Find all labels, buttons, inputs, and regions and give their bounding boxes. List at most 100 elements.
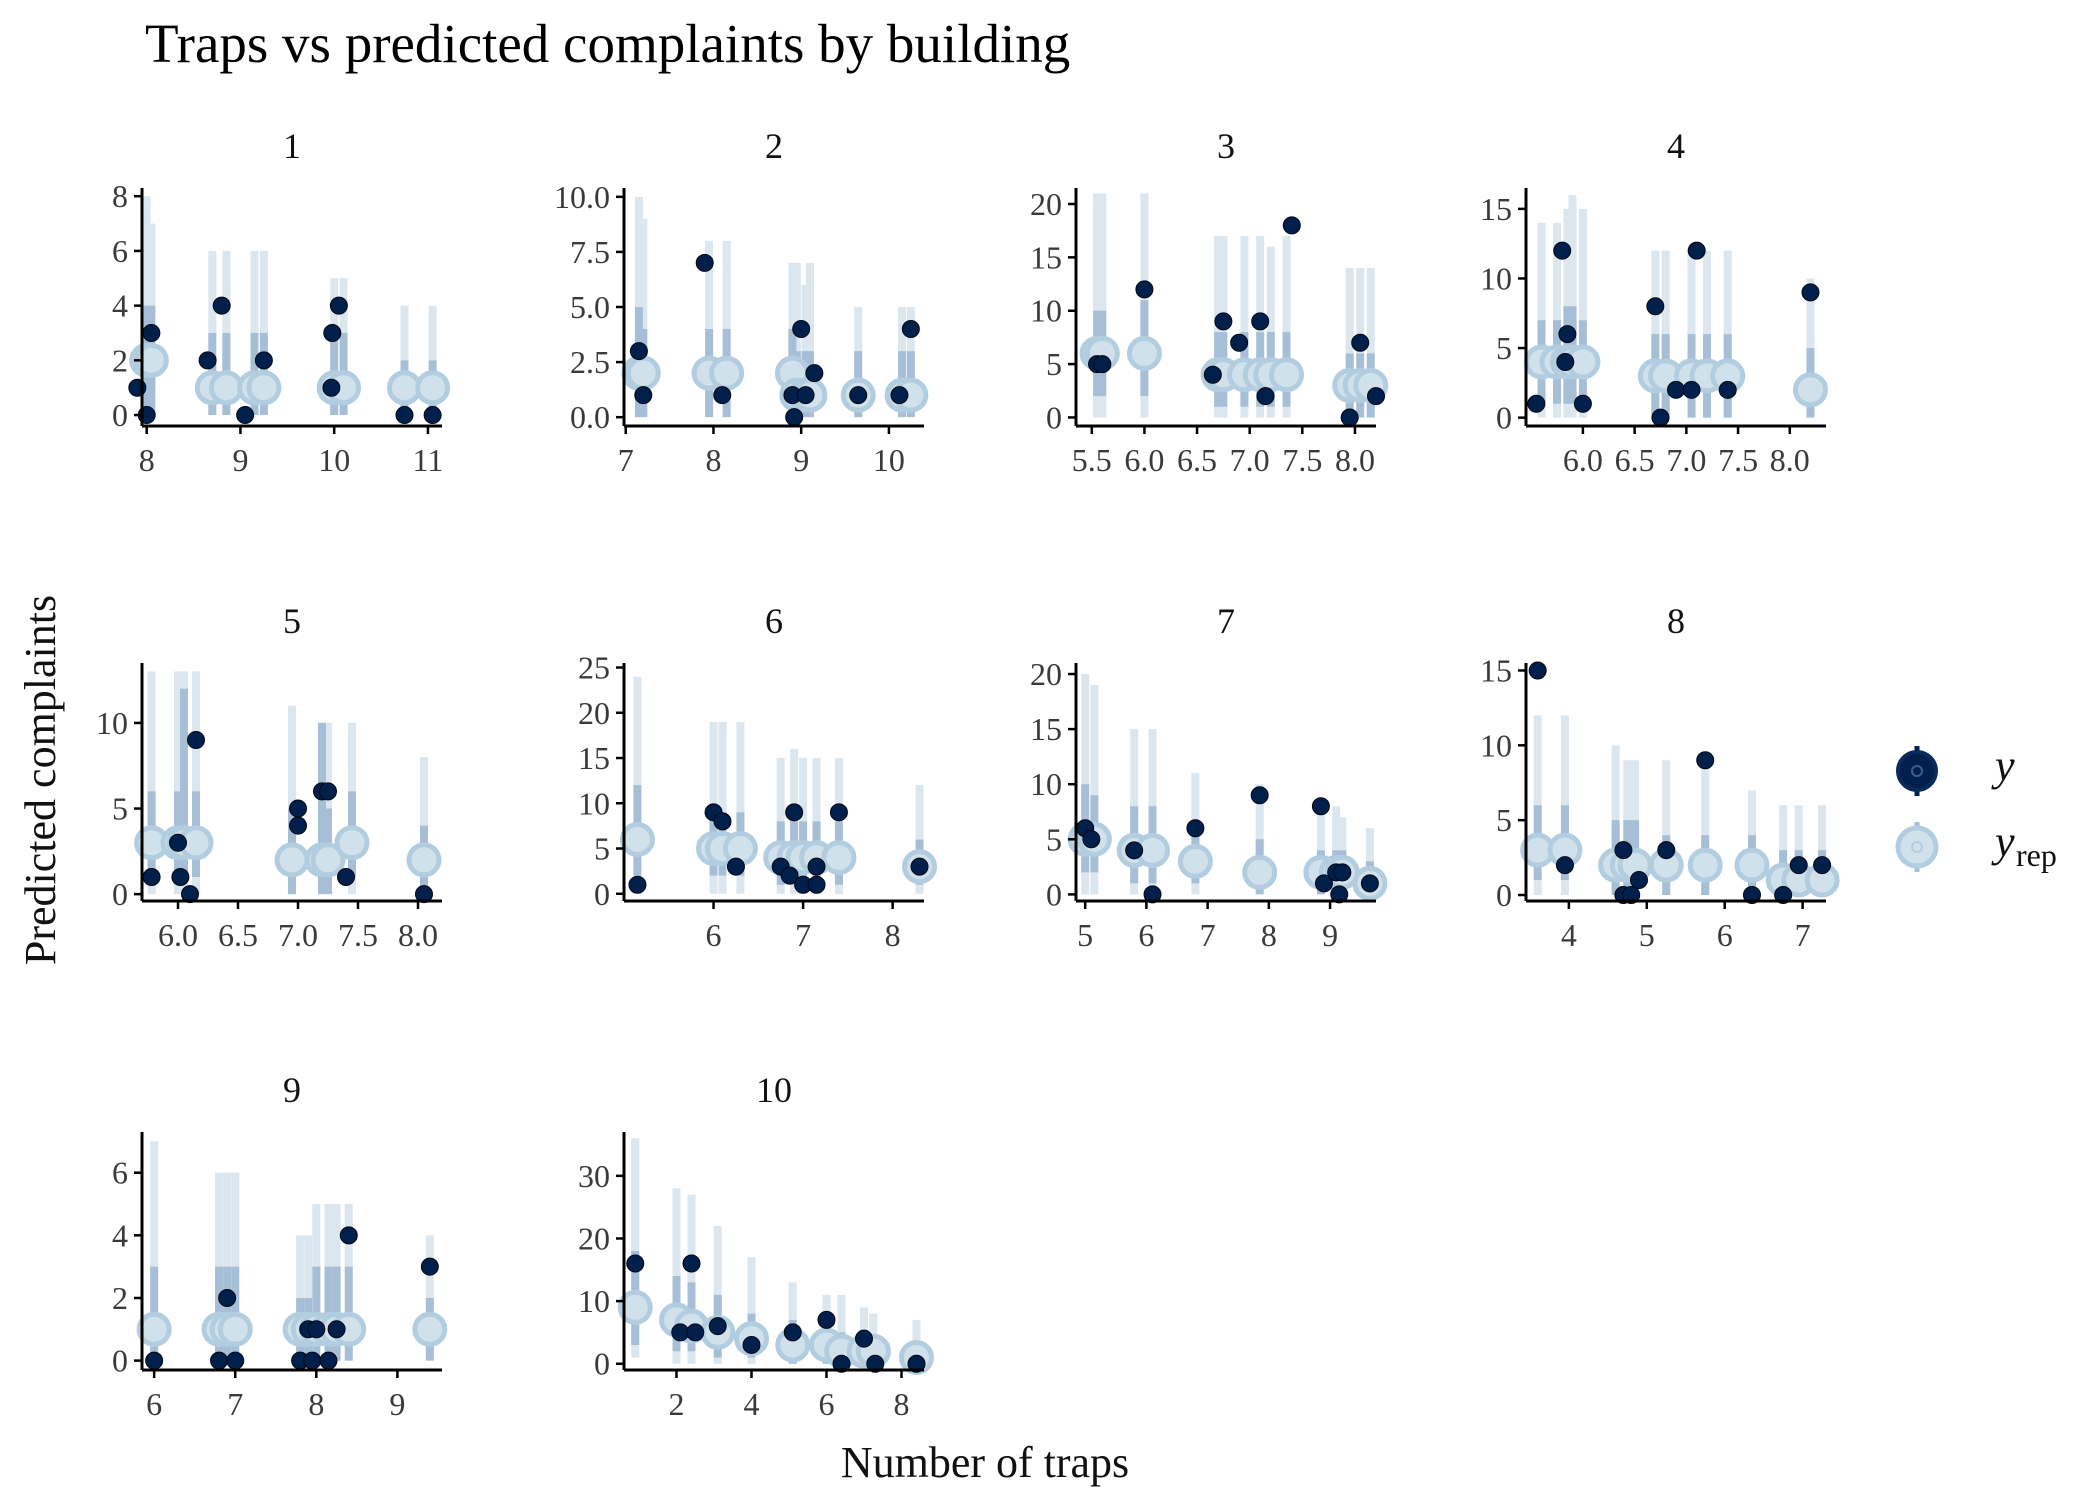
yrep-median-point xyxy=(415,370,451,406)
observed-point xyxy=(1214,312,1233,331)
x-tick-label: 7 xyxy=(227,1386,243,1422)
observed-point xyxy=(626,1254,645,1273)
y-tick-label: 20 xyxy=(1030,656,1062,692)
yrep-median-point xyxy=(334,825,370,861)
observed-point xyxy=(1614,841,1633,860)
yrep-median-point xyxy=(617,1289,653,1325)
facet-strip-label: 4 xyxy=(1667,126,1685,166)
x-tick-label: 9 xyxy=(232,442,248,478)
yrep-median-point xyxy=(412,1311,448,1347)
x-tick-label: 6.0 xyxy=(158,917,198,953)
x-axis-title: Number of traps xyxy=(841,1438,1129,1487)
observed-point xyxy=(1093,355,1112,374)
y-tick-label: 5 xyxy=(1046,346,1062,382)
facet-panels: 1 8 9 10 11 0 2 4 6 8 2 7 8 9 10 0.0 2.5 5.0 7.5 10.0 3 5.5 6.… xyxy=(96,126,1840,1422)
observed-point xyxy=(695,253,714,272)
x-tick-label: 4 xyxy=(1561,917,1577,953)
x-tick-label: 8.0 xyxy=(398,917,438,953)
observed-point xyxy=(171,868,190,887)
observed-point xyxy=(1682,380,1701,399)
y-tick-label: 2.5 xyxy=(570,344,610,380)
x-tick-label: 7.0 xyxy=(1666,442,1706,478)
yrep-median-point xyxy=(625,355,661,391)
y-tick-label: 10 xyxy=(1480,727,1512,763)
x-tick-label: 9 xyxy=(389,1386,405,1422)
x-tick-label: 6 xyxy=(1138,917,1154,953)
y-tick-label: 0 xyxy=(112,876,128,912)
yrep-median-point xyxy=(1687,847,1723,883)
observed-point xyxy=(1667,380,1685,399)
facet-strip-label: 3 xyxy=(1217,126,1235,166)
x-tick-label: 7.0 xyxy=(1230,442,1270,478)
observed-point xyxy=(327,1320,346,1339)
observed-point xyxy=(1230,333,1249,352)
observed-point xyxy=(792,320,811,339)
observed-point xyxy=(1651,408,1670,427)
x-tick-label: 8 xyxy=(1261,917,1277,953)
observed-point xyxy=(198,351,217,370)
observed-point xyxy=(210,1351,229,1370)
observed-point xyxy=(1774,886,1793,905)
y-tick-label: 15 xyxy=(1480,652,1512,688)
observed-point xyxy=(289,816,307,835)
observed-point xyxy=(1573,394,1592,413)
chart-title: Traps vs predicted complaints by buildin… xyxy=(145,13,1070,74)
yrep-median-point xyxy=(709,355,745,391)
x-tick-label: 11 xyxy=(413,442,444,478)
observed-point xyxy=(1330,885,1349,904)
observed-point xyxy=(1646,297,1665,316)
y-tick-label: 0 xyxy=(594,1346,610,1382)
y-tick-label: 10 xyxy=(578,785,610,821)
x-tick-label: 8.0 xyxy=(1335,442,1375,478)
observed-point xyxy=(181,885,199,904)
legend: yy rep xyxy=(1895,741,2057,873)
legend-label-yrep-subscript: rep xyxy=(2016,837,2057,873)
x-tick-label: 7.5 xyxy=(1282,442,1322,478)
yrep-median-point xyxy=(1734,847,1770,883)
x-tick-label: 7 xyxy=(1200,917,1216,953)
observed-point xyxy=(329,296,348,315)
observed-point xyxy=(807,875,826,894)
observed-point xyxy=(742,1335,761,1354)
facet-panel: 8 4 5 6 7 0 5 10 15 xyxy=(1480,601,1840,953)
observed-point xyxy=(713,812,732,831)
observed-point xyxy=(783,1323,802,1342)
x-tick-label: 7 xyxy=(1795,917,1811,953)
observed-point xyxy=(785,803,804,822)
x-tick-label: 10 xyxy=(873,442,905,478)
x-tick-label: 7.5 xyxy=(338,917,378,953)
x-tick-label: 7.5 xyxy=(1718,442,1758,478)
facet-strip-label: 7 xyxy=(1217,601,1235,641)
observed-point xyxy=(1282,216,1301,235)
x-tick-label: 8 xyxy=(139,442,155,478)
y-tick-label: 10 xyxy=(96,705,128,741)
observed-point xyxy=(910,857,929,876)
observed-point xyxy=(1789,856,1808,875)
observed-point xyxy=(1742,886,1761,905)
y-tick-label: 10 xyxy=(1480,260,1512,296)
observed-point xyxy=(796,386,815,405)
x-tick-label: 2 xyxy=(669,1386,685,1422)
x-tick-label: 7 xyxy=(618,442,634,478)
y-tick-label: 20 xyxy=(578,1220,610,1256)
legend-key-y-point xyxy=(1896,750,1938,792)
legend-key-y-center xyxy=(1911,765,1923,777)
observed-point xyxy=(337,868,355,887)
y-tick-label: 25 xyxy=(578,650,610,686)
observed-point xyxy=(1367,387,1385,406)
observed-point xyxy=(1558,325,1577,344)
y-tick-label: 0 xyxy=(1046,876,1062,912)
x-tick-label: 6.0 xyxy=(1124,442,1164,478)
observed-point xyxy=(142,868,161,887)
x-tick-label: 5 xyxy=(1639,917,1655,953)
x-tick-label: 6.0 xyxy=(1563,442,1603,478)
observed-point xyxy=(254,351,273,370)
observed-point xyxy=(634,386,653,405)
observed-point xyxy=(1135,280,1154,299)
observed-point xyxy=(289,799,307,818)
y-tick-label: 20 xyxy=(1030,186,1062,222)
y-axis-title: Predicted complaints xyxy=(16,595,65,965)
observed-point xyxy=(629,342,648,361)
observed-point xyxy=(890,386,909,405)
facet-strip-label: 10 xyxy=(756,1070,792,1110)
